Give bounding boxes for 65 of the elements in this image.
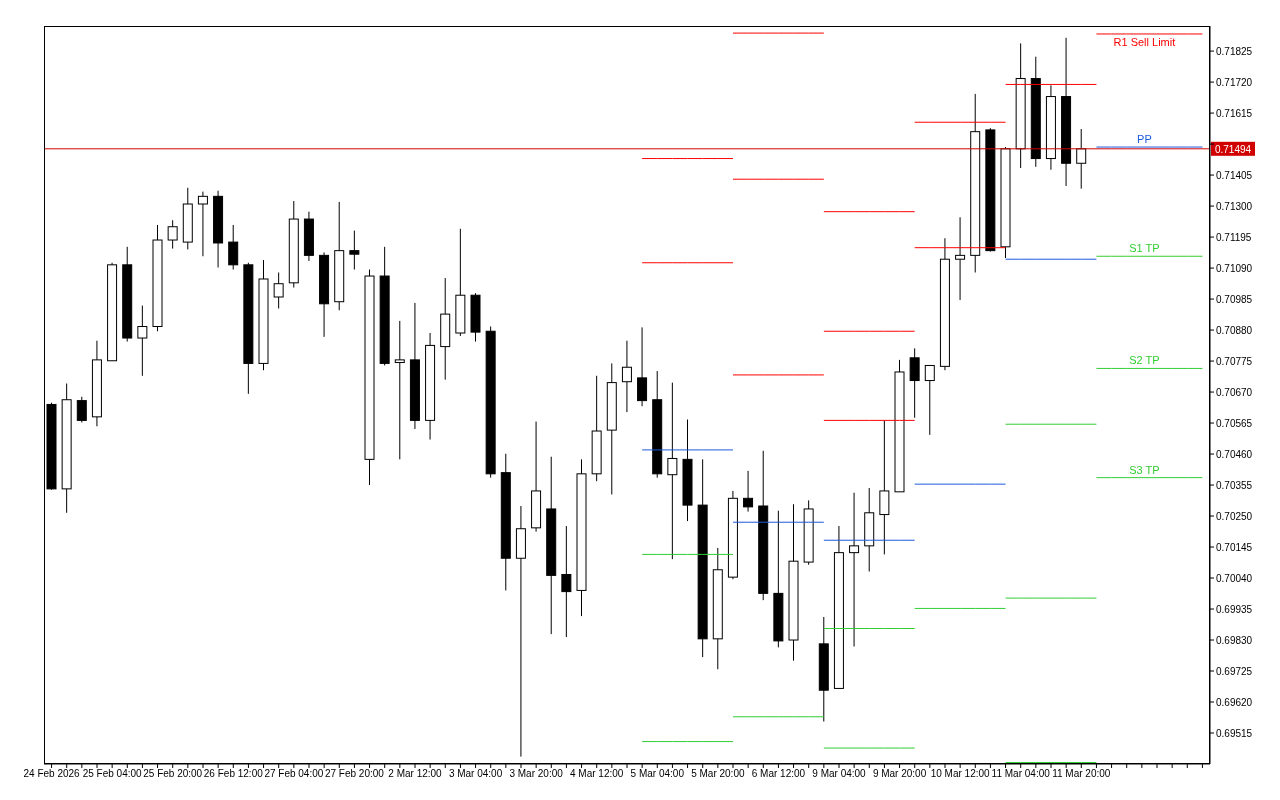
x-tick-label: 11 Mar 04:00 — [991, 768, 1051, 780]
y-tick-label: 0.70985 — [1216, 293, 1253, 305]
x-tick-label: 9 Mar 20:00 — [872, 768, 927, 780]
y-tick-label: 0.70040 — [1216, 572, 1253, 584]
candlestick — [394, 320, 405, 460]
y-tick-label: 0.71405 — [1216, 169, 1253, 181]
x-tick-label: 26 Feb 12:00 — [203, 768, 264, 780]
y-tick-label: 0.70670 — [1216, 386, 1253, 398]
candlestick — [667, 382, 678, 560]
candlestick — [228, 224, 239, 271]
candlestick — [879, 419, 890, 555]
candlestick — [924, 364, 935, 436]
candlestick — [137, 305, 148, 377]
y-tick-label: 0.70355 — [1216, 479, 1253, 491]
candlestick — [621, 340, 632, 413]
candlestick — [637, 326, 648, 407]
y-tick-label: 0.69620 — [1216, 696, 1253, 708]
x-tick-label: 25 Feb 04:00 — [82, 768, 143, 780]
y-tick-label: 0.71720 — [1216, 76, 1253, 88]
candlestick — [955, 216, 966, 301]
y-tick-label: 0.69725 — [1216, 665, 1253, 677]
y-tick-label: 0.69515 — [1216, 727, 1253, 739]
series-label: R1 Sell Limit — [1113, 35, 1176, 48]
x-tick-label: 27 Feb 20:00 — [324, 768, 385, 780]
x-tick-label: 25 Feb 20:00 — [143, 768, 203, 780]
x-tick-label: 11 Mar 20:00 — [1052, 768, 1111, 780]
y-tick-label: 0.70145 — [1216, 541, 1253, 553]
x-tick-label: 5 Mar 04:00 — [630, 768, 685, 780]
y-tick-label: 0.71195 — [1216, 231, 1252, 243]
x-tick-label: 10 Mar 12:00 — [930, 768, 991, 780]
x-tick-label: 4 Mar 12:00 — [570, 768, 624, 780]
candlestick — [197, 191, 208, 257]
y-tick-label: 0.70250 — [1216, 510, 1253, 522]
y-tick-label: 0.71825 — [1216, 45, 1253, 57]
candlestick — [561, 525, 572, 638]
y-tick-label: 0.69935 — [1216, 603, 1253, 615]
x-tick-label: 3 Mar 20:00 — [509, 768, 564, 780]
y-tick-label: 0.71090 — [1216, 262, 1253, 274]
series-label: S3 TP — [1129, 463, 1160, 476]
ref-line-label: 0.71494 — [1214, 143, 1252, 155]
y-tick-label: 0.69830 — [1216, 634, 1253, 646]
candlestick — [909, 347, 920, 419]
x-tick-label: 5 Mar 20:00 — [691, 768, 745, 780]
candlestick — [76, 396, 87, 423]
y-tick-label: 0.71300 — [1216, 200, 1253, 212]
series-label: S2 TP — [1129, 354, 1160, 367]
x-tick-label: 2 Mar 12:00 — [388, 768, 443, 780]
candlestick — [743, 470, 754, 513]
candlestick — [167, 219, 178, 250]
x-tick-label: 9 Mar 04:00 — [812, 768, 867, 780]
x-tick-label: 27 Feb 04:00 — [264, 768, 324, 780]
y-tick-label: 0.70775 — [1216, 355, 1253, 367]
y-tick-label: 0.70460 — [1216, 448, 1253, 460]
y-tick-label: 0.71615 — [1216, 107, 1253, 119]
candlestick — [349, 230, 360, 271]
series-label: PP — [1137, 133, 1152, 146]
x-tick-label: 24 Feb 2026 — [23, 768, 81, 780]
x-tick-label: 3 Mar 04:00 — [448, 768, 503, 780]
series-label: S1 TP — [1129, 242, 1160, 255]
candlestick — [1076, 128, 1087, 190]
x-tick-label: 6 Mar 12:00 — [751, 768, 806, 780]
y-tick-label: 0.70565 — [1216, 417, 1253, 429]
candlestick — [849, 492, 860, 648]
y-tick-label: 0.70880 — [1216, 324, 1253, 336]
candlestick — [273, 271, 284, 310]
